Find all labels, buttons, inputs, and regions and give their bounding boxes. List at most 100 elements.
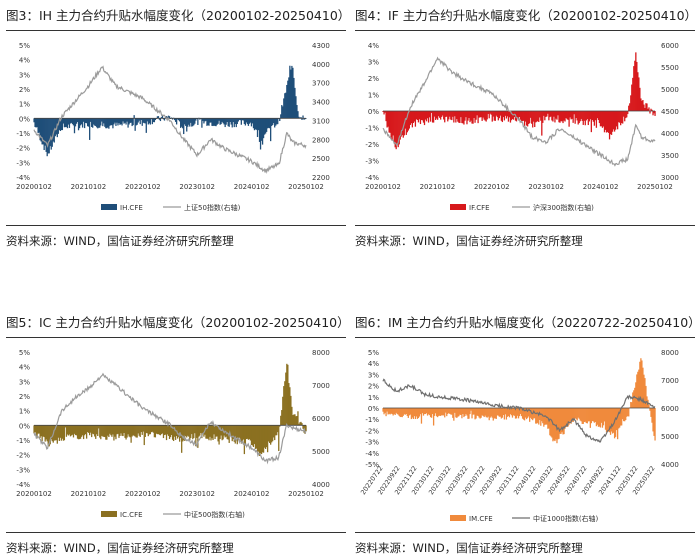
bar [476,111,478,116]
bar [63,118,66,128]
y2-tick-label: 7000 [312,382,330,390]
bar [240,118,242,125]
bar [234,118,236,125]
bar [448,408,450,414]
bar [222,118,224,124]
bar [284,93,286,119]
bar [193,425,195,439]
bar [642,99,644,111]
bar [264,425,267,449]
bar [445,408,447,413]
title-divider [355,337,695,338]
bar [582,111,584,125]
bar [226,425,228,440]
bar [406,408,408,416]
bar [66,118,69,129]
bar [263,118,266,135]
bar [561,111,563,122]
y2-tick-label: 7000 [661,377,679,385]
legend-label: 沪深300指数(右轴) [533,203,594,212]
bar [551,408,553,438]
bar [475,111,477,120]
bar [73,425,76,434]
bar [95,118,97,127]
bar [81,425,84,436]
bar [543,408,545,427]
bar [521,408,524,419]
y2-tick-label: 6000 [661,42,679,50]
bar [151,118,154,125]
bar [90,118,92,122]
bar [580,111,582,119]
bar [277,118,279,125]
bar [531,111,533,124]
bar [427,111,430,123]
bar [170,117,173,119]
bar [276,118,278,125]
bar [280,415,282,426]
bar [546,408,548,425]
bar [295,416,297,426]
bar [191,118,193,127]
bar [498,408,500,417]
bar [227,425,229,440]
title-divider [6,337,346,338]
bar [250,425,253,445]
bar [601,111,604,128]
bar [195,118,197,121]
bar [402,111,404,138]
bar [457,111,459,122]
bar [125,118,127,125]
bar [282,396,284,426]
bar [646,103,648,111]
bar [97,425,99,436]
bar [184,118,186,125]
bar [96,118,98,128]
bar [254,118,257,130]
bar [69,118,72,124]
legend-label: 中证1000指数(右轴) [533,514,599,523]
bar [576,408,578,421]
bar [301,118,303,120]
bar [411,408,414,418]
bar [533,408,535,419]
x-tick-label: 20230102 [179,490,215,498]
bar [180,118,182,128]
bar [460,111,462,118]
bar [149,118,151,125]
bar [597,111,600,121]
bar [132,425,134,436]
bar [442,408,444,416]
bar [202,425,204,434]
bar [627,408,629,417]
y-tick-label: 0% [19,422,30,430]
bar [114,425,116,437]
bar [638,77,640,111]
bar [203,425,205,437]
bar [93,118,95,125]
bar [452,408,454,418]
bar [138,425,140,436]
bar [470,408,472,411]
bar [211,425,213,439]
bar [388,111,390,133]
bar [136,425,138,438]
bar [596,408,599,425]
x-tick-label: 20250102 [637,183,673,191]
bar [190,118,192,123]
bar [302,115,304,119]
bar [152,118,155,123]
bar [512,408,515,416]
bar [491,408,493,418]
bar [290,395,292,426]
bar [244,425,247,445]
bar [536,111,538,122]
bar [153,118,156,123]
bar [76,425,79,439]
bar [462,408,464,415]
x-tick-label: 20220102 [125,183,161,191]
bar [201,425,203,439]
x-tick-label: 20200102 [16,183,52,191]
bar [441,408,443,416]
bar [160,425,163,435]
